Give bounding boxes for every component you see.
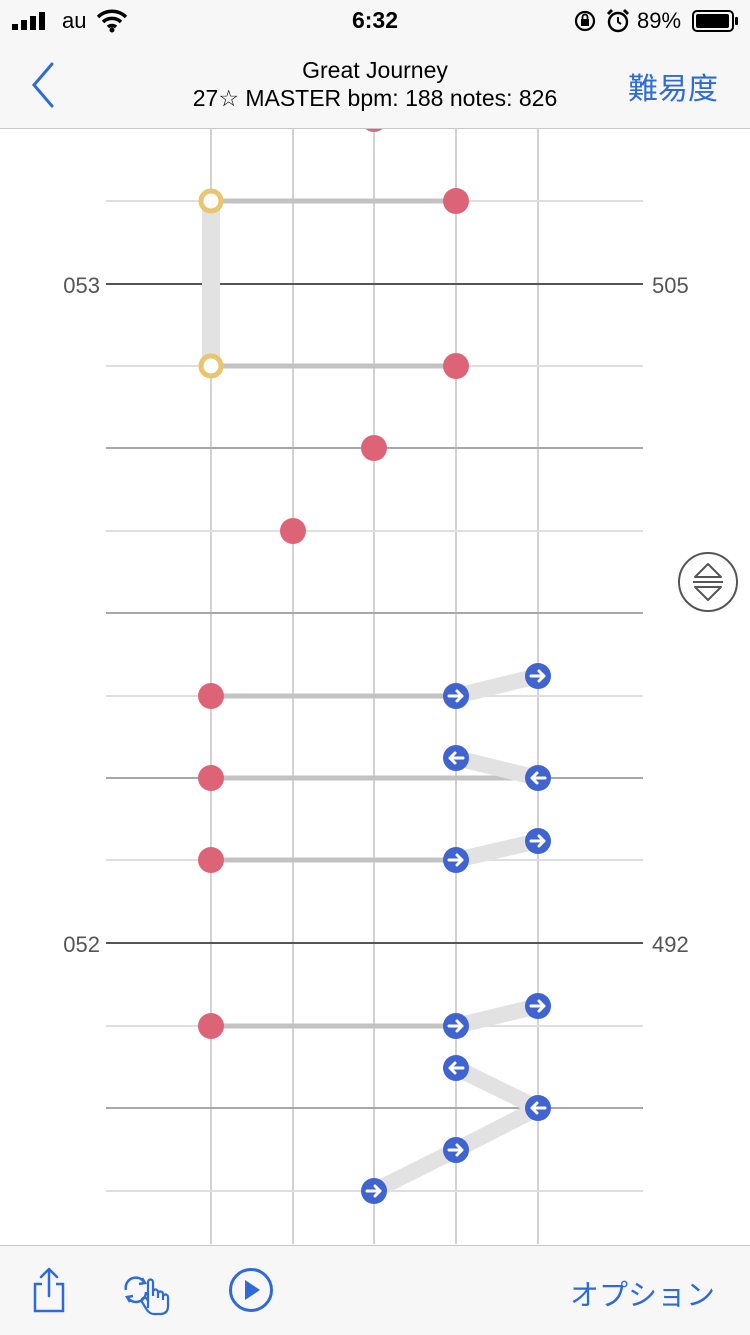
measure-label-right: 492 [652,932,689,957]
tap-notes [198,129,469,1039]
note-chart[interactable]: 053 505 052 492 [0,129,750,1244]
tap-note [198,765,224,791]
tap-note [365,129,383,132]
flick-right-note [523,826,553,856]
hold-notes [198,188,224,379]
flick-left-note [523,1093,553,1123]
tap-note [280,518,306,544]
sync-connectors [211,198,538,1029]
tap-note [198,1013,224,1039]
flick-right-note [359,1176,389,1206]
difficulty-button[interactable]: 難易度 [628,73,718,106]
measure-label-left: 052 [63,932,100,957]
tap-note [198,683,224,709]
flick-left-note [523,763,553,793]
flick-right-note [523,661,553,691]
flick-right-note [441,1135,471,1165]
status-time: 6:32 [351,7,399,33]
song-title: Great Journey [302,57,448,83]
options-button[interactable]: オプション [569,1280,715,1312]
alarm-icon [606,8,630,33]
navigation-bar: Great Journey 27☆ MASTER bpm: 188 notes:… [0,40,750,129]
chevron-left-icon[interactable] [22,58,62,112]
hold-note [198,188,224,214]
flick-right-note [441,845,471,875]
hold-note [198,353,224,379]
carrier-label: au [62,8,87,33]
tap-note [443,353,469,379]
tap-note [361,435,387,461]
song-info: 27☆ MASTER bpm: 188 notes: 826 [192,85,558,111]
flick-right-note [441,1011,471,1041]
play-icon[interactable] [228,1267,274,1313]
flick-right-note [523,991,553,1021]
flick-chains [366,668,546,1199]
rotate-hand-icon[interactable] [120,1268,172,1316]
bottom-toolbar: オプション [0,1245,750,1335]
battery-icon [692,10,738,32]
orientation-lock-icon [574,10,596,32]
measure-label-left: 053 [63,273,100,298]
battery-percent: 89% [637,8,682,33]
share-icon[interactable] [30,1266,68,1314]
measure-label-right: 505 [652,273,689,298]
wifi-icon [96,9,128,33]
cellular-signal-icon [12,12,45,30]
flick-right-note [441,681,471,711]
flick-left-note [441,1053,471,1083]
tap-note [443,188,469,214]
flick-left-note [441,743,471,773]
status-bar: au 6:32 89% [0,0,750,40]
tap-note [198,847,224,873]
scroll-toggle-icon[interactable] [677,551,739,613]
